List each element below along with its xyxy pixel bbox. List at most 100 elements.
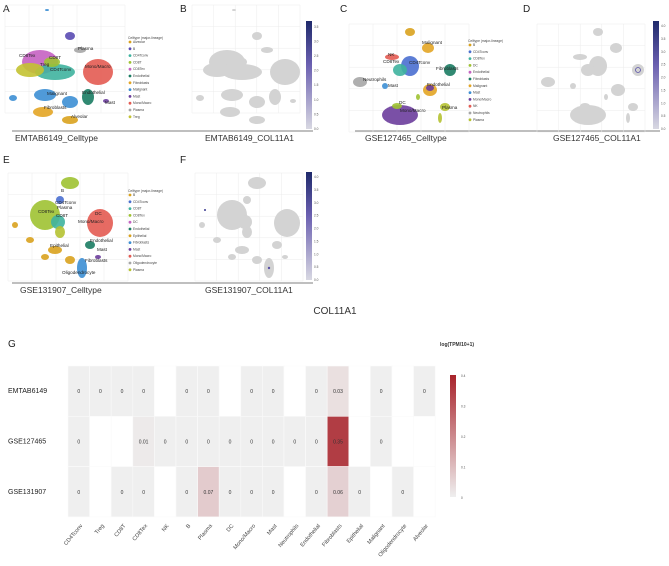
legend-swatch bbox=[128, 207, 132, 211]
expression-colorbar bbox=[306, 21, 312, 129]
cluster-label: Mast bbox=[388, 83, 399, 88]
legend-item: Plasma bbox=[133, 108, 144, 112]
cell-cluster bbox=[392, 103, 402, 109]
cell-cluster bbox=[65, 32, 75, 40]
colorbar-tick-label: 1.5 bbox=[314, 239, 319, 243]
cluster-label: CD8Tex bbox=[38, 209, 55, 214]
cell-cluster bbox=[382, 105, 418, 125]
cell-cluster bbox=[580, 103, 590, 109]
legend-item: CD8T bbox=[133, 60, 142, 64]
colorbar-tick-label: 3.0 bbox=[314, 201, 319, 205]
cell-cluster bbox=[203, 63, 231, 77]
cluster-label: CD8T bbox=[49, 55, 61, 60]
cell-cluster bbox=[103, 99, 109, 103]
legend-item: DC bbox=[133, 220, 138, 224]
cell-cluster bbox=[269, 89, 281, 105]
heatmap-cell bbox=[413, 415, 436, 467]
heatmap-cell-value: 0 bbox=[315, 439, 318, 445]
cell-cluster bbox=[628, 103, 638, 111]
heatmap-cell-value: 0 bbox=[185, 490, 188, 496]
heatmap-cell bbox=[154, 466, 177, 518]
cell-cluster bbox=[393, 64, 407, 76]
cell-cluster bbox=[252, 256, 262, 264]
cluster-label: CD4Tconv bbox=[409, 60, 431, 65]
cell-cluster bbox=[570, 105, 606, 125]
cluster-label: CD4Tconv bbox=[50, 67, 72, 72]
colorbar-tick-label: 2.5 bbox=[314, 214, 319, 218]
legend-title: Celltype (major-lineage) bbox=[468, 39, 503, 43]
legend-swatch bbox=[468, 64, 472, 67]
cell-cluster bbox=[385, 54, 399, 60]
cell-cluster bbox=[238, 215, 252, 229]
legend-swatch bbox=[128, 248, 132, 251]
legend-item: Oligodendrocyte bbox=[133, 261, 157, 265]
colorbar-tick-label: 0.5 bbox=[661, 114, 666, 118]
legend-item: B bbox=[473, 43, 476, 47]
legend-item: Mono/Macro bbox=[473, 97, 491, 101]
legend-swatch bbox=[128, 81, 132, 85]
cluster-label: DC bbox=[399, 100, 406, 105]
legend-item: CD8Tex bbox=[473, 57, 485, 61]
umap-expression-b bbox=[196, 9, 300, 124]
legend-swatch bbox=[468, 50, 472, 54]
heatmap-cell bbox=[348, 415, 371, 467]
legend-item: Endothelial bbox=[133, 74, 150, 78]
heatmap-cell-value: 0.03 bbox=[333, 389, 343, 395]
cluster-label: Malignant bbox=[422, 40, 443, 45]
colorbar-tick-label: 3.5 bbox=[661, 37, 666, 41]
colorbar-tick-label: 1.5 bbox=[314, 83, 319, 87]
heatmap-cell bbox=[391, 415, 414, 467]
cell-cluster bbox=[426, 85, 434, 91]
legend-swatch bbox=[468, 104, 472, 108]
heatmap-cell-value: 0 bbox=[250, 389, 253, 395]
heatmap-cell-value: 0 bbox=[207, 439, 210, 445]
legend-swatch bbox=[128, 101, 132, 105]
cluster-label: Treg bbox=[40, 62, 50, 67]
cluster-label: CD8T bbox=[56, 213, 68, 218]
heatmap-cell-value: 0 bbox=[272, 389, 275, 395]
heatmap-cell bbox=[110, 415, 134, 467]
cluster-label: Malignant bbox=[47, 91, 68, 96]
legend-swatch bbox=[468, 91, 472, 94]
heatmap-row-label: GSE131907 bbox=[8, 489, 46, 496]
legend-swatch bbox=[128, 241, 132, 245]
legend-item: CD4Tconv bbox=[473, 50, 489, 54]
cell-cluster bbox=[243, 196, 251, 204]
panel-letter-a: A bbox=[3, 4, 10, 15]
cell-cluster bbox=[56, 196, 64, 204]
cell-cluster bbox=[422, 43, 434, 53]
legend-swatch bbox=[468, 111, 472, 115]
cell-cluster bbox=[12, 222, 18, 228]
legend-item: Endothelial bbox=[473, 70, 490, 74]
legend-swatch bbox=[128, 47, 132, 51]
cell-cluster bbox=[9, 95, 17, 101]
legend-swatch bbox=[128, 214, 132, 217]
colorbar-tick-label: 1.0 bbox=[314, 252, 319, 256]
legend-item: Malignant bbox=[133, 88, 147, 92]
cell-cluster bbox=[438, 113, 442, 123]
cell-cluster bbox=[62, 116, 78, 124]
legend-swatch bbox=[128, 268, 132, 272]
cluster-label: DC bbox=[95, 211, 102, 216]
cell-cluster bbox=[604, 94, 608, 100]
expressing-cells bbox=[204, 209, 206, 211]
cluster-label: Fibroblasts bbox=[436, 66, 459, 71]
cluster-label: CD8Tex bbox=[383, 59, 400, 64]
heatmap-cell-value: 0 bbox=[77, 389, 80, 395]
celltype-legend: Celltype (major-lineage)B CD4Tconv CD8T CD8… bbox=[128, 189, 163, 272]
heatmap-cell-value: 0 bbox=[380, 389, 383, 395]
heatmap-title: COL11A1 bbox=[313, 306, 357, 317]
legend-item: Mono/Macro bbox=[133, 101, 151, 105]
heatmap-column-label: CD8Tex bbox=[132, 523, 150, 542]
heatmap-cell-value: 0 bbox=[229, 490, 232, 496]
cell-cluster bbox=[405, 28, 415, 36]
heatmap-cell-value: 0 bbox=[207, 389, 210, 395]
heatmap-column-label: Alveolar bbox=[412, 523, 430, 542]
legend-item: Treg bbox=[133, 115, 140, 119]
colorbar-tick-label: 3.0 bbox=[661, 50, 666, 54]
heatmap-cell-value: 0 bbox=[164, 439, 167, 445]
legend-swatch bbox=[128, 254, 132, 258]
heatmap-cell-value: 0 bbox=[142, 389, 145, 395]
heatmap-column-label: CD8T bbox=[114, 523, 128, 538]
cluster-label: Plasma bbox=[57, 205, 73, 210]
